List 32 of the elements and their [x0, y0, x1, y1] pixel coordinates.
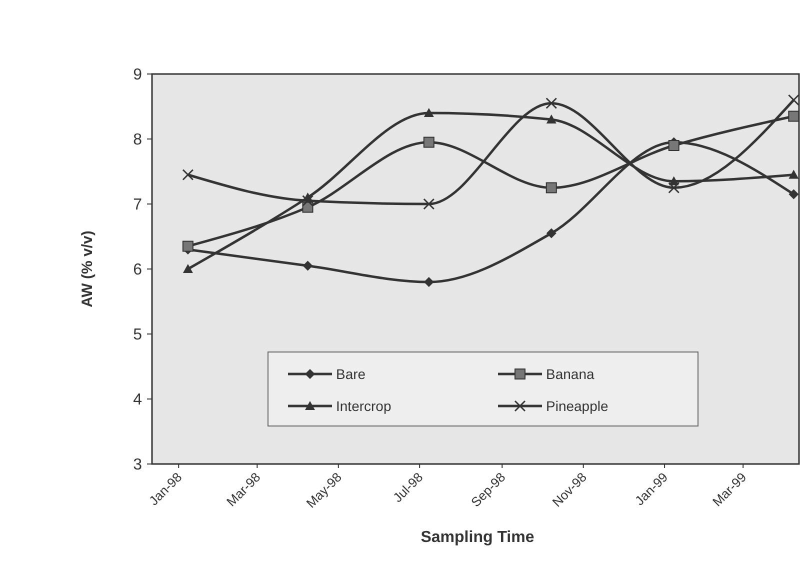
point	[423, 198, 435, 210]
y-tick-label: 8	[133, 132, 142, 149]
point	[668, 140, 680, 151]
point	[788, 189, 799, 200]
point	[424, 277, 434, 287]
legend-label: Intercrop	[336, 398, 392, 414]
point	[182, 264, 193, 273]
y-tick-label: 6	[133, 262, 142, 279]
point	[788, 110, 800, 122]
y-tick-label: 7	[133, 196, 142, 214]
legend-label: Bare	[336, 366, 366, 382]
point	[668, 182, 680, 194]
y-tick-label: 3	[133, 456, 142, 474]
point	[182, 169, 194, 180]
point	[788, 170, 799, 179]
legend-label: Banana	[546, 366, 594, 382]
y-axis-title: AW (% v/v)	[79, 230, 96, 308]
point	[546, 114, 556, 124]
point	[788, 94, 800, 106]
y-tick-label: 9	[133, 66, 142, 84]
point	[302, 195, 314, 206]
x-axis-title: Sampling Time	[420, 529, 534, 546]
y-tick-label: 5	[133, 326, 142, 344]
y-tick-label: 4	[133, 392, 142, 409]
point	[546, 228, 556, 238]
legend-label: Pineapple	[546, 398, 608, 414]
point	[424, 108, 434, 117]
point	[546, 182, 557, 194]
point	[302, 260, 313, 271]
point	[182, 240, 194, 252]
point	[423, 136, 434, 148]
point	[546, 98, 558, 109]
